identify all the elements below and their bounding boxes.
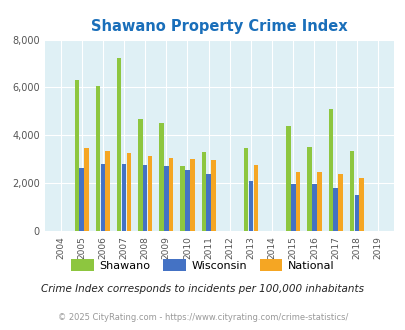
Bar (248, 181, 253, 231)
Bar (75, 80, 79, 231)
Bar (185, 170, 189, 231)
Bar (126, 153, 131, 231)
Bar (84, 148, 89, 231)
Bar (168, 158, 173, 231)
Bar (190, 159, 194, 231)
Bar (211, 160, 215, 231)
Bar (100, 164, 105, 231)
Bar (159, 123, 163, 231)
Bar (316, 172, 321, 231)
Bar (164, 166, 168, 231)
Bar (295, 172, 300, 231)
Bar (138, 118, 142, 231)
Text: © 2025 CityRating.com - https://www.cityrating.com/crime-statistics/: © 2025 CityRating.com - https://www.city… (58, 313, 347, 322)
Bar (337, 174, 342, 231)
Bar (96, 86, 100, 231)
Title: Shawano Property Crime Index: Shawano Property Crime Index (91, 19, 347, 34)
Bar (105, 151, 110, 231)
Bar (122, 164, 126, 231)
Legend: Shawano, Wisconsin, National: Shawano, Wisconsin, National (67, 255, 338, 275)
Bar (243, 148, 248, 231)
Bar (307, 147, 311, 231)
Bar (206, 174, 210, 231)
Text: Crime Index corresponds to incidents per 100,000 inhabitants: Crime Index corresponds to incidents per… (41, 284, 364, 294)
Bar (147, 156, 152, 231)
Bar (286, 126, 290, 231)
Bar (333, 188, 337, 231)
Bar (354, 195, 358, 231)
Bar (201, 152, 205, 231)
Bar (290, 184, 295, 231)
Bar (79, 168, 84, 231)
Bar (311, 184, 316, 231)
Bar (117, 57, 121, 231)
Bar (328, 109, 332, 231)
Bar (349, 151, 353, 231)
Bar (143, 165, 147, 231)
Bar (180, 166, 184, 231)
Bar (358, 178, 363, 231)
Bar (253, 165, 258, 231)
